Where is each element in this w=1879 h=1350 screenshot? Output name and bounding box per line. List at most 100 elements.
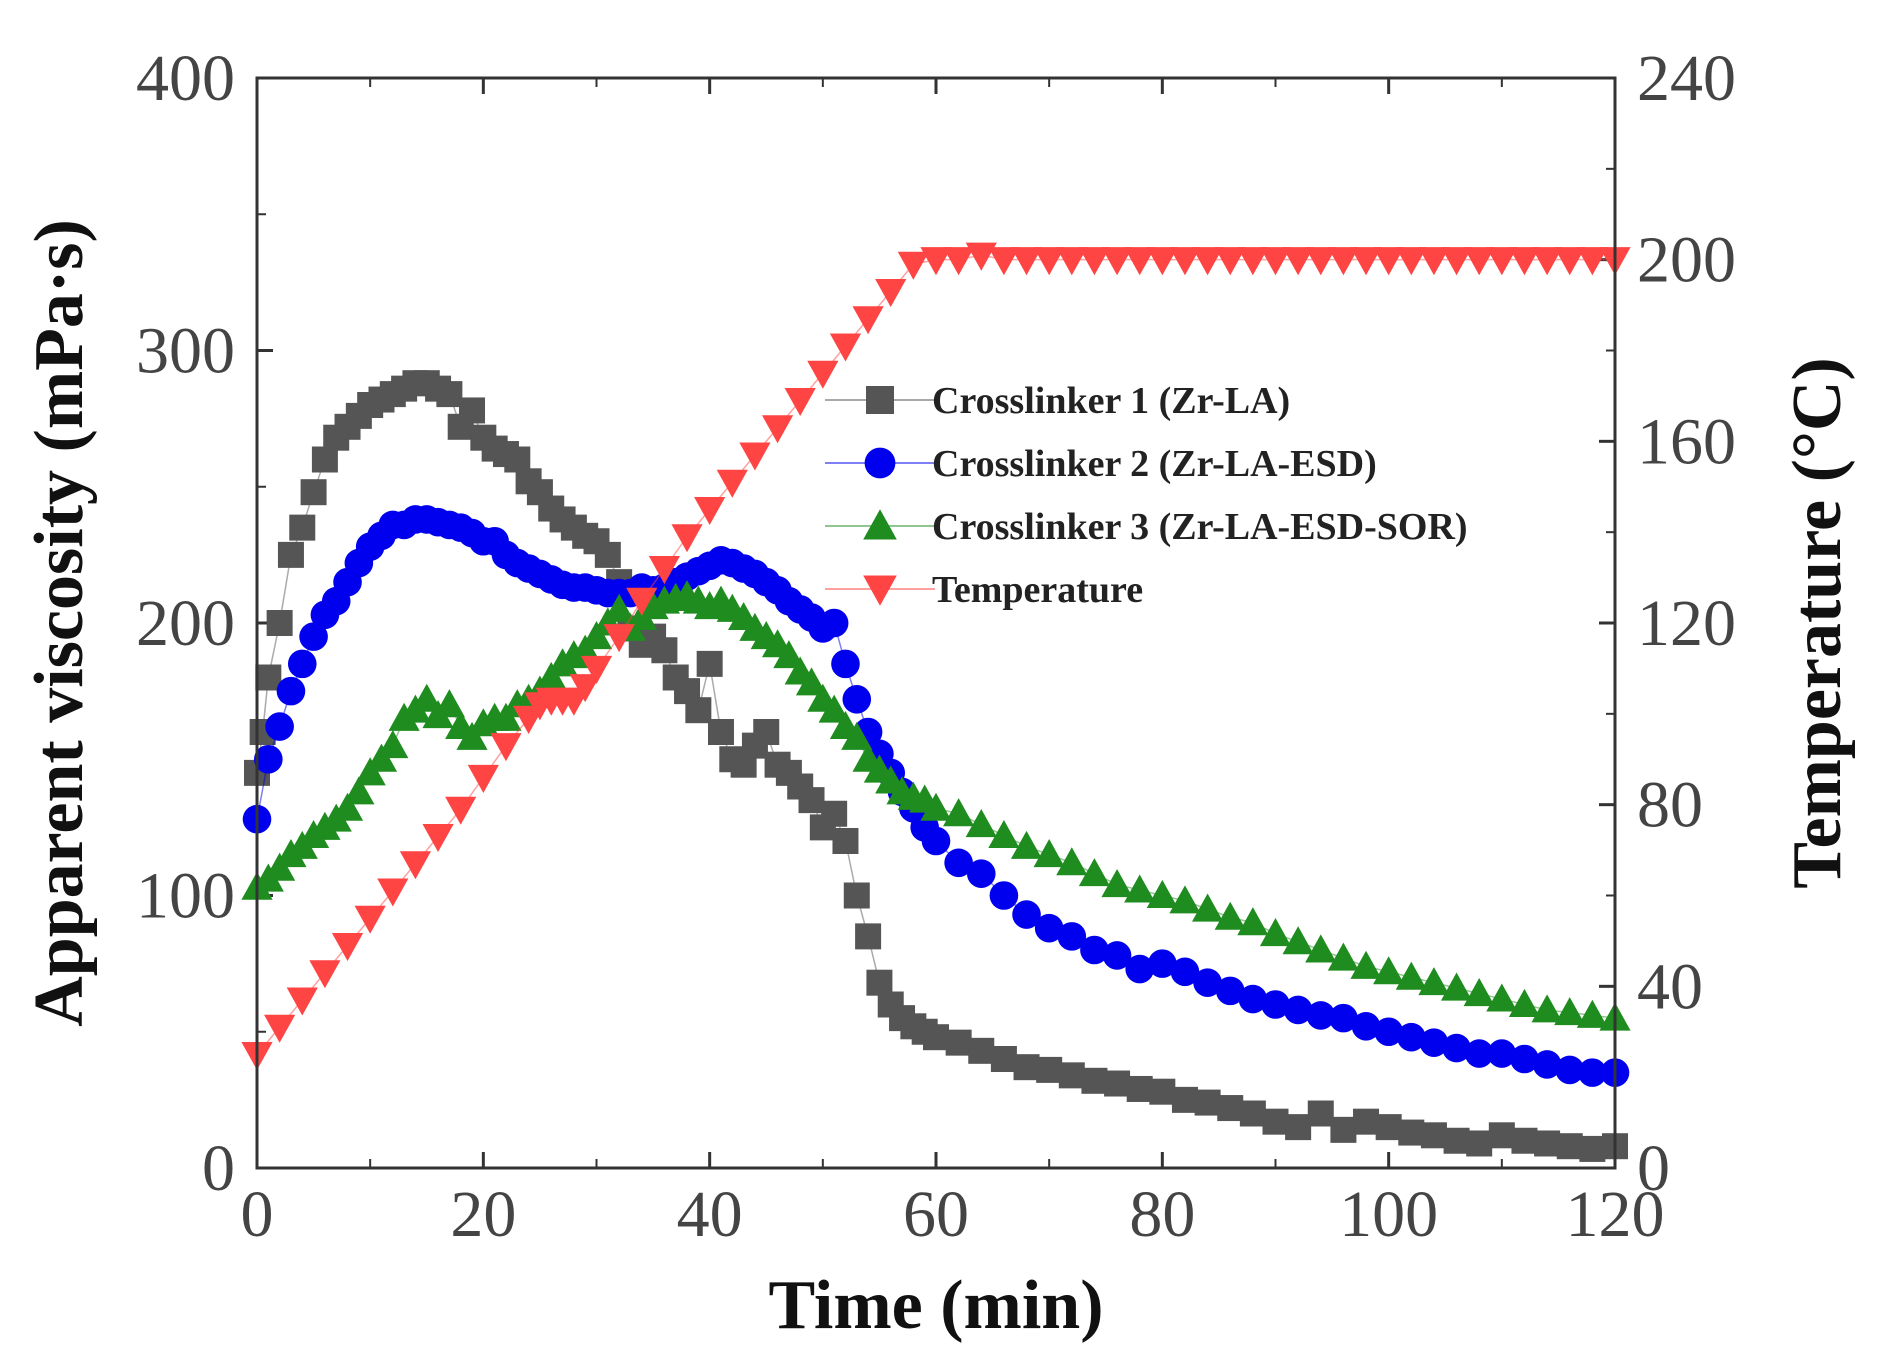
data-point xyxy=(1508,988,1541,1017)
data-point xyxy=(1511,1127,1538,1154)
data-point xyxy=(753,719,780,745)
data-point xyxy=(1126,1075,1153,1102)
data-point xyxy=(696,650,723,677)
data-point xyxy=(968,1037,995,1064)
data-point xyxy=(1353,1108,1380,1135)
data-point xyxy=(1149,1078,1176,1105)
y-tick-label: 300 xyxy=(136,315,235,388)
data-point xyxy=(1124,874,1156,903)
data-point xyxy=(1508,247,1541,276)
data-point xyxy=(1463,978,1495,1007)
y-tick-label: 100 xyxy=(136,860,235,933)
data-point xyxy=(1192,893,1224,922)
y-axis-title: Apparent viscosity (mPa·s) xyxy=(21,219,98,1027)
data-point xyxy=(1486,983,1518,1012)
data-point xyxy=(1373,247,1405,276)
data-point xyxy=(1466,1130,1493,1157)
data-point xyxy=(504,446,531,473)
y2-tick-label: 80 xyxy=(1637,769,1703,842)
data-point xyxy=(989,881,1019,910)
legend-label: Crosslinker 3 (Zr-LA-ESD-SOR) xyxy=(932,506,1468,548)
data-point xyxy=(277,541,304,568)
x-tick-label: 0 xyxy=(241,1178,274,1251)
legend-marker xyxy=(864,447,896,479)
data-point xyxy=(1036,1056,1063,1083)
data-point xyxy=(1555,1055,1585,1085)
data-point xyxy=(266,610,293,636)
data-point xyxy=(1056,847,1088,876)
data-point xyxy=(1214,247,1246,276)
data-point xyxy=(945,1029,972,1056)
data-point xyxy=(1420,1122,1447,1149)
data-point xyxy=(1261,990,1290,1019)
data-point xyxy=(422,823,454,853)
data-point xyxy=(943,247,975,276)
legend-label: Temperature xyxy=(932,569,1143,611)
data-point xyxy=(921,826,951,856)
data-point xyxy=(1262,1108,1289,1135)
series-temperature xyxy=(241,242,1631,1071)
y2-tick-label: 160 xyxy=(1637,405,1736,478)
tick-marks-layer xyxy=(255,76,1617,1170)
data-point xyxy=(829,333,862,362)
data-point xyxy=(1239,1100,1266,1127)
data-point xyxy=(875,278,907,308)
data-point xyxy=(671,524,703,553)
data-point xyxy=(1081,1067,1108,1094)
data-point xyxy=(1305,934,1337,963)
data-point xyxy=(433,689,465,718)
data-point xyxy=(1013,1054,1040,1081)
data-point xyxy=(1101,869,1133,898)
data-point xyxy=(331,932,364,962)
x-tick-label: 80 xyxy=(1129,1178,1195,1251)
data-point xyxy=(311,446,338,473)
data-point xyxy=(1034,913,1064,943)
data-point xyxy=(436,381,463,408)
data-point xyxy=(1510,1044,1539,1074)
data-point xyxy=(1146,247,1178,276)
data-point xyxy=(1124,247,1156,276)
y-tick-label: 200 xyxy=(136,587,235,660)
data-point xyxy=(1259,918,1292,947)
data-point xyxy=(923,1024,949,1051)
data-point xyxy=(1443,1127,1470,1154)
data-point xyxy=(795,667,828,696)
data-point xyxy=(1237,907,1269,936)
data-point xyxy=(1012,900,1041,929)
data-point xyxy=(1194,1089,1221,1116)
data-point xyxy=(265,712,294,741)
data-point xyxy=(354,905,386,934)
data-point xyxy=(1010,830,1043,859)
data-point xyxy=(1214,901,1246,930)
data-point xyxy=(1350,247,1382,276)
data-point xyxy=(773,640,805,669)
data-point xyxy=(411,683,443,712)
data-point xyxy=(1330,1116,1357,1143)
x-tick-label: 20 xyxy=(450,1178,516,1251)
data-point xyxy=(707,719,734,745)
data-point xyxy=(1375,1114,1402,1141)
data-point xyxy=(1306,1001,1336,1030)
data-point xyxy=(1033,839,1065,868)
data-point xyxy=(897,251,929,280)
legend-label: Crosslinker 2 (Zr-LA-ESD) xyxy=(932,443,1377,485)
data-point xyxy=(1418,247,1450,276)
y-tick-label: 400 xyxy=(136,42,235,115)
data-point xyxy=(1193,968,1222,997)
data-point xyxy=(1531,994,1563,1023)
data-point xyxy=(1078,247,1111,276)
data-point xyxy=(852,306,884,335)
data-point xyxy=(1395,961,1427,990)
data-point xyxy=(685,697,712,724)
data-point xyxy=(1486,247,1518,276)
data-point xyxy=(1397,1022,1426,1052)
data-point xyxy=(832,828,859,854)
data-point xyxy=(603,624,635,653)
data-point xyxy=(739,442,771,471)
data-point xyxy=(445,796,477,825)
y2-tick-label: 40 xyxy=(1637,950,1703,1023)
data-point xyxy=(1217,1095,1244,1122)
data-point xyxy=(377,730,409,759)
data-point xyxy=(1192,247,1224,276)
